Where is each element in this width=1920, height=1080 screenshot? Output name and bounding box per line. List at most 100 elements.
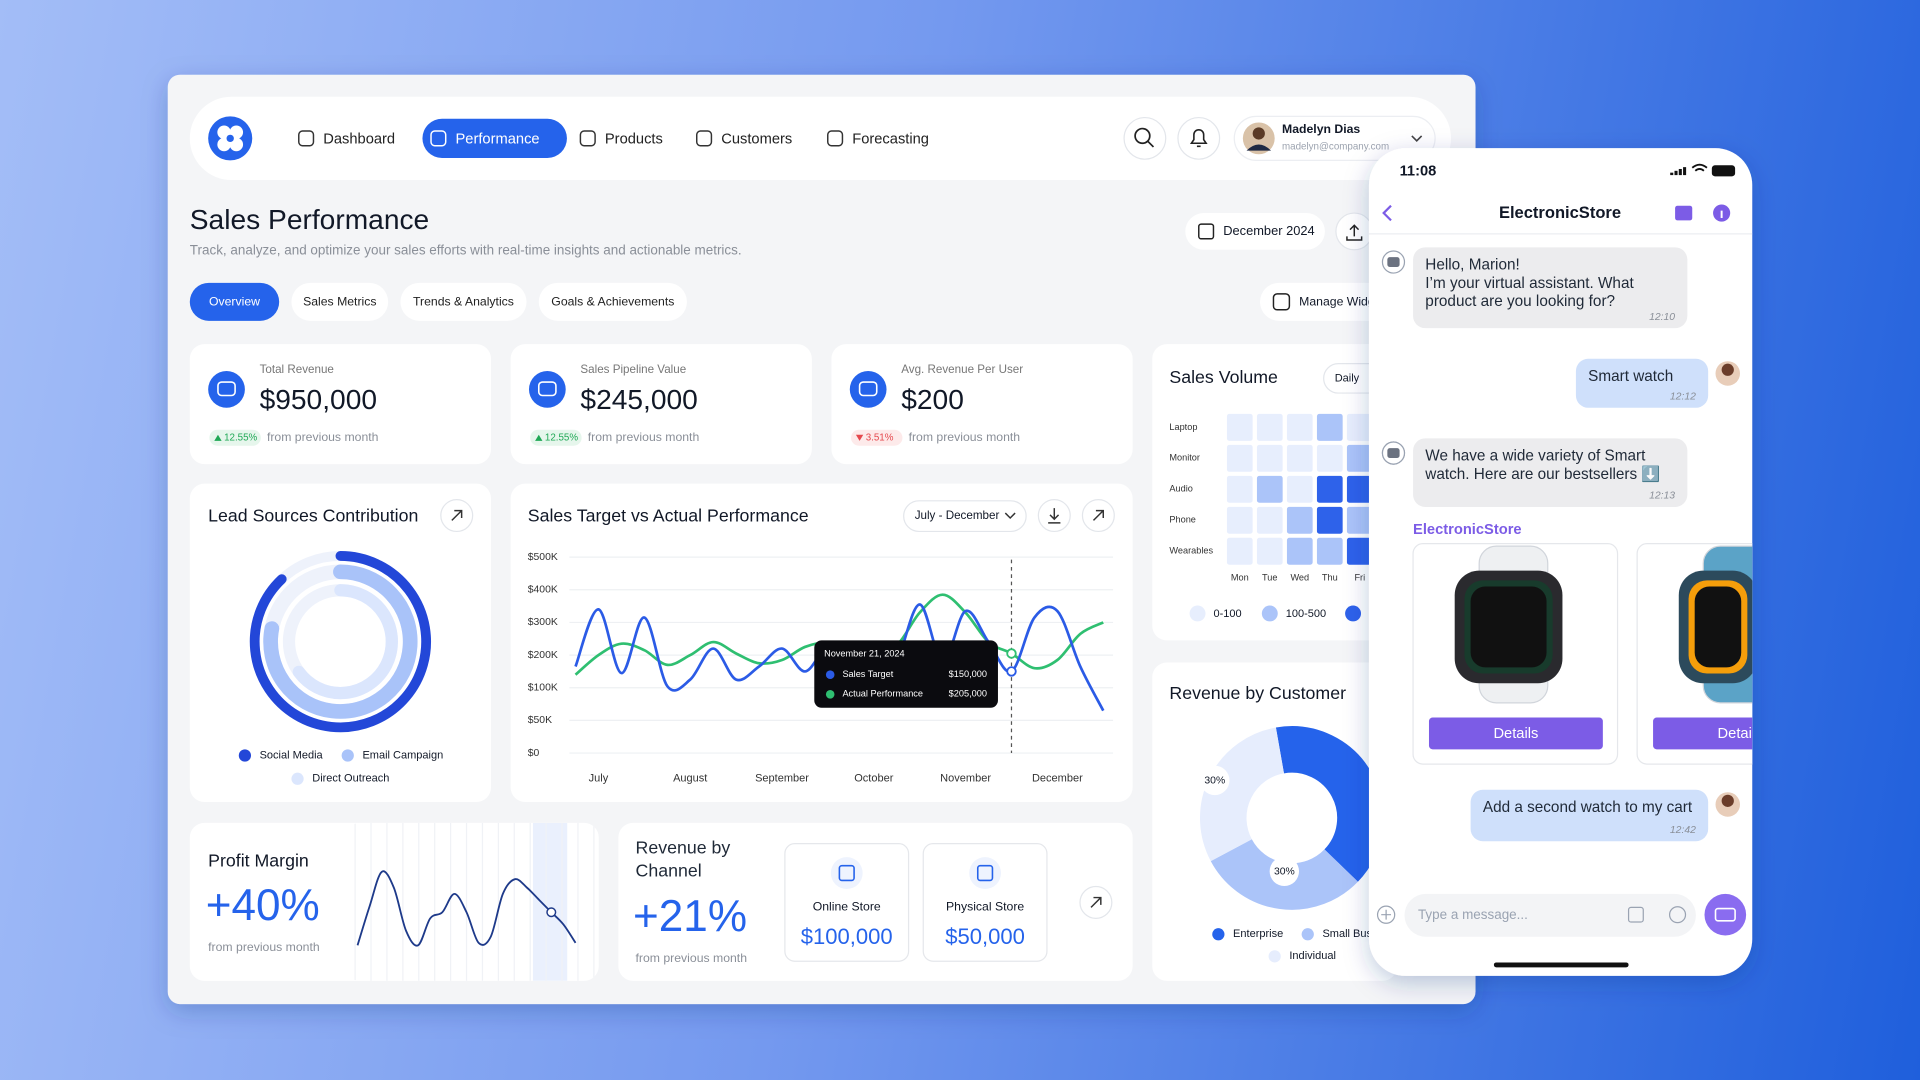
nav-item[interactable]: Customers: [721, 131, 792, 147]
kpi-icon: [208, 371, 245, 408]
nav-item[interactable]: Performance: [456, 131, 540, 147]
card-title: Lead Sources Contribution: [208, 505, 418, 525]
kpi-label: Avg. Revenue Per User: [901, 363, 1023, 376]
tab[interactable]: [291, 282, 389, 321]
column-label: Fri: [1354, 572, 1365, 582]
legend-label: Enterprise: [1233, 928, 1283, 940]
heat-cell: [1256, 444, 1283, 472]
heat-cell: [1316, 537, 1343, 565]
legend-swatch: [1268, 950, 1281, 963]
channel-amount: $50,000: [945, 924, 1025, 949]
user-menu[interactable]: [1233, 115, 1436, 162]
message-text: We have a wide variety of Smart watch. H…: [1425, 446, 1661, 483]
nav-item[interactable]: Dashboard: [323, 131, 395, 147]
tooltip-swatch: [825, 690, 835, 699]
status-time: 11:08: [1400, 163, 1437, 179]
nav-item[interactable]: Products: [605, 131, 663, 147]
channel-icon-bg: [830, 857, 863, 889]
kpi-label: Total Revenue: [260, 363, 334, 376]
kpi-value: $200: [901, 384, 964, 415]
details-button[interactable]: [1428, 717, 1603, 750]
phone-screen: 11:08 ElectronicStore Hello, Marion! I’m y…: [1368, 163, 1827, 968]
keyboard-button[interactable]: [1704, 893, 1747, 936]
column-label: Mon: [1231, 572, 1249, 582]
notification-button[interactable]: [1177, 116, 1221, 160]
tab-label[interactable]: Overview: [209, 295, 260, 309]
attach-button[interactable]: [1376, 905, 1396, 924]
heat-cell: [1226, 413, 1253, 441]
back-button[interactable]: [1382, 204, 1392, 222]
products-label: ElectronicStore: [1413, 522, 1522, 538]
heat-cell: [1286, 537, 1313, 565]
kpi-card: [510, 344, 812, 465]
legend-swatch: [341, 749, 354, 762]
chevron: [1411, 135, 1423, 142]
heat-cell: [1226, 475, 1253, 503]
signal-bar: [1678, 168, 1682, 176]
card-title: Revenue by Customer: [1169, 683, 1346, 703]
y-tick-label: $0: [528, 748, 540, 759]
profit-margin-card: [189, 822, 599, 981]
message-input[interactable]: [1404, 893, 1696, 937]
channel-value: +21%: [633, 892, 747, 941]
legend-label: Individual: [1289, 950, 1336, 962]
value-label-bg: [1200, 765, 1230, 796]
message-time: 12:42: [1670, 825, 1696, 836]
tab[interactable]: [189, 282, 280, 321]
message-time: 12:13: [1649, 491, 1675, 502]
details-label[interactable]: Details: [1493, 726, 1538, 742]
ring: [292, 584, 398, 700]
card-title: Profit Margin: [208, 851, 309, 871]
top-bar: [189, 96, 1452, 180]
store-button[interactable]: [1675, 205, 1693, 221]
heat-cell: [1286, 413, 1313, 441]
tooltip-series: Actual Performance: [842, 689, 923, 699]
heat-cell: [1256, 506, 1283, 534]
channel-tile: [922, 843, 1048, 962]
kpi-card: [831, 344, 1133, 465]
y-tick-label: $400K: [528, 585, 558, 596]
kpi-value: $245,000: [580, 384, 697, 415]
download-icon: [1048, 508, 1061, 524]
watch-screen-inner: [1470, 586, 1547, 668]
legend-swatch: [1261, 605, 1278, 622]
heat-cell: [1226, 506, 1253, 534]
logo-core: [226, 134, 234, 143]
tooltip-series: Sales Target: [842, 669, 893, 679]
heat-cell: [1286, 506, 1313, 534]
heat-cell: [1226, 444, 1253, 472]
tab[interactable]: [400, 282, 527, 321]
nav-icon: [298, 130, 315, 147]
legend-label: Direct Outreach: [312, 773, 389, 785]
message-bubble: [1470, 789, 1709, 842]
legend-swatch: [1212, 928, 1225, 941]
tab[interactable]: [538, 282, 687, 321]
date-picker[interactable]: [1185, 213, 1325, 250]
period-dropdown[interactable]: [903, 500, 1027, 533]
legend-label: Social Media: [260, 749, 324, 761]
arrow-icon: [1092, 509, 1104, 521]
kpi-note: from previous month: [909, 430, 1021, 444]
watch-screen-inner: [1694, 586, 1742, 668]
details-button[interactable]: [1653, 717, 1827, 750]
donut-segment: [1275, 726, 1384, 882]
details-label[interactable]: Details: [1718, 726, 1763, 742]
x-tick-label: October: [854, 773, 894, 785]
channel-tile: [784, 843, 910, 962]
search-button[interactable]: [1123, 116, 1167, 160]
heat-cell: [1316, 444, 1343, 472]
heat-cell: [1226, 537, 1253, 565]
sticker-button[interactable]: [1627, 906, 1644, 923]
tab-label[interactable]: Sales Metrics: [303, 295, 376, 309]
tab-label[interactable]: Goals & Achievements: [551, 295, 674, 309]
nav-active-pill[interactable]: [422, 118, 567, 158]
logo-petal: [229, 125, 244, 139]
x-tick-label: December: [1032, 773, 1083, 785]
emoji-button[interactable]: [1668, 906, 1687, 924]
nav-item[interactable]: Forecasting: [852, 131, 929, 147]
message-time: 12:12: [1670, 391, 1696, 402]
kpi-value: $950,000: [260, 384, 377, 415]
tab-label[interactable]: Trends & Analytics: [413, 295, 514, 309]
manage-widgets-label: Manage Widgets: [1299, 295, 1391, 309]
